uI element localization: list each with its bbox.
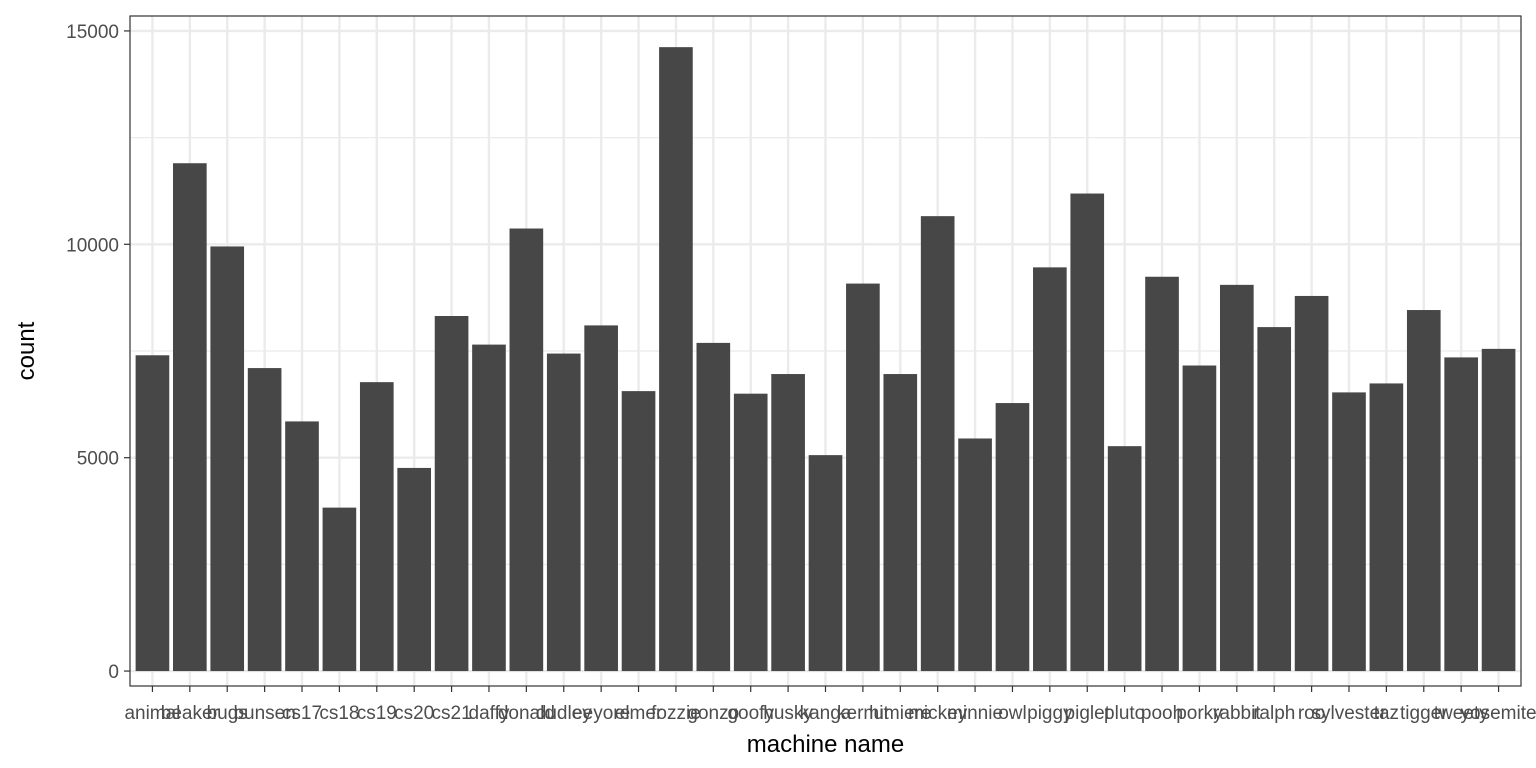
bar-beaker (173, 163, 207, 672)
x-tick-label-piglet: piglet (1065, 703, 1111, 724)
x-tick-label-lumiere: lumiere (869, 703, 931, 724)
x-tick-label-kermit: kermit (837, 703, 889, 724)
bar-cs17 (285, 421, 319, 672)
bar-taz (1369, 383, 1404, 672)
bars (135, 47, 1516, 672)
x-axis-title: machine name (747, 731, 904, 758)
bar-piggy (1033, 267, 1067, 672)
bar-porky (1182, 365, 1217, 672)
y-axis: 0 5000 10000 15000 (66, 22, 130, 683)
x-tick-label-daffy: daffy (469, 703, 510, 724)
bar-piglet (1070, 193, 1105, 672)
bar-kanga (808, 455, 843, 672)
bar-owl (995, 403, 1030, 672)
bar-tweety (1444, 357, 1478, 672)
x-tick-label-bugs: bugs (207, 703, 248, 724)
x-tick-label-minnie: minnie (947, 703, 1003, 724)
x-tick-label-sylvester: sylvester (1312, 703, 1388, 724)
x-tick-label-owl: owl (998, 703, 1027, 724)
x-tick-label-piggy: piggy (1027, 703, 1073, 724)
bar-ralph (1257, 327, 1292, 672)
x-tick-label-ralph: ralph (1253, 703, 1295, 724)
bar-roo (1294, 295, 1329, 672)
bar-animal (135, 355, 170, 672)
bar-yosemite (1481, 348, 1516, 672)
x-tick-label-gonzo: gonzo (687, 703, 739, 724)
bar-eeyore (584, 325, 618, 672)
x-tick-label-cs20: cs20 (394, 703, 434, 724)
bar-lumiere (883, 374, 918, 672)
x-tick-label-yosemite: yosemite (1461, 703, 1536, 724)
bar-cs20 (397, 467, 432, 672)
bar-rabbit (1219, 284, 1254, 672)
x-tick-label-rabbit: rabbit (1213, 703, 1261, 724)
x-tick-label-pooh: pooh (1141, 703, 1183, 724)
bar-minnie (958, 438, 992, 672)
y-tick-label: 5000 (77, 449, 119, 470)
bar-bunsen (247, 368, 282, 672)
y-tick-label: 15000 (66, 22, 119, 43)
x-tick-label-roo: roo (1298, 703, 1325, 724)
x-tick-label-porky: porky (1176, 703, 1223, 724)
x-tick-label-elmer: elmer (615, 703, 663, 724)
x-tick-label-dudley: dudley (536, 703, 592, 724)
x-tick-label-tigger: tigger (1400, 703, 1448, 724)
x-tick-label-beaker: beaker (161, 703, 220, 724)
bar-cs21 (434, 316, 469, 672)
x-tick-label-cs18: cs18 (319, 703, 359, 724)
bar-daffy (472, 344, 506, 672)
x-tick-label-bunsen: bunsen (233, 703, 295, 724)
bar-dudley (546, 353, 581, 672)
bar-pluto (1107, 446, 1142, 672)
x-tick-label-cs21: cs21 (432, 703, 472, 724)
bar-sylvester (1332, 392, 1366, 672)
x-tick-label-animal: animal (124, 703, 180, 724)
x-tick-label-cs19: cs19 (357, 703, 397, 724)
x-tick-label-eeyore: eeyore (572, 703, 630, 724)
bar-elmer (621, 391, 656, 672)
bar-husky (771, 374, 805, 672)
bar-donald (509, 228, 544, 672)
bar-kermit (846, 283, 880, 672)
x-tick-label-kanga: kanga (800, 703, 852, 724)
x-axis: animalbeakerbugsbunsencs17cs18cs19cs20cs… (124, 686, 1536, 724)
x-tick-label-cs17: cs17 (282, 703, 322, 724)
x-tick-label-mickey: mickey (908, 703, 968, 724)
x-tick-label-taz: taz (1374, 703, 1399, 724)
x-tick-label-husky: husky (763, 703, 813, 724)
bar-mickey (920, 216, 955, 672)
bar-gonzo (696, 342, 731, 672)
bar-bugs (210, 246, 245, 672)
x-tick-label-tweety: tweety (1434, 703, 1489, 724)
y-tick-label: 0 (108, 662, 119, 683)
y-axis-title: count (13, 321, 40, 380)
bar-tigger (1406, 310, 1441, 672)
x-tick-label-pluto: pluto (1104, 703, 1145, 724)
bar-fozzie (659, 47, 693, 672)
x-tick-label-fozzie: fozzie (651, 703, 701, 724)
bar-cs18 (322, 507, 357, 672)
x-tick-label-donald: donald (498, 703, 555, 724)
y-tick-label: 10000 (66, 235, 119, 256)
bar-pooh (1145, 276, 1179, 672)
x-tick-label-goofy: goofy (727, 703, 774, 724)
bar-goofy (733, 393, 768, 672)
bar-cs19 (359, 382, 394, 672)
